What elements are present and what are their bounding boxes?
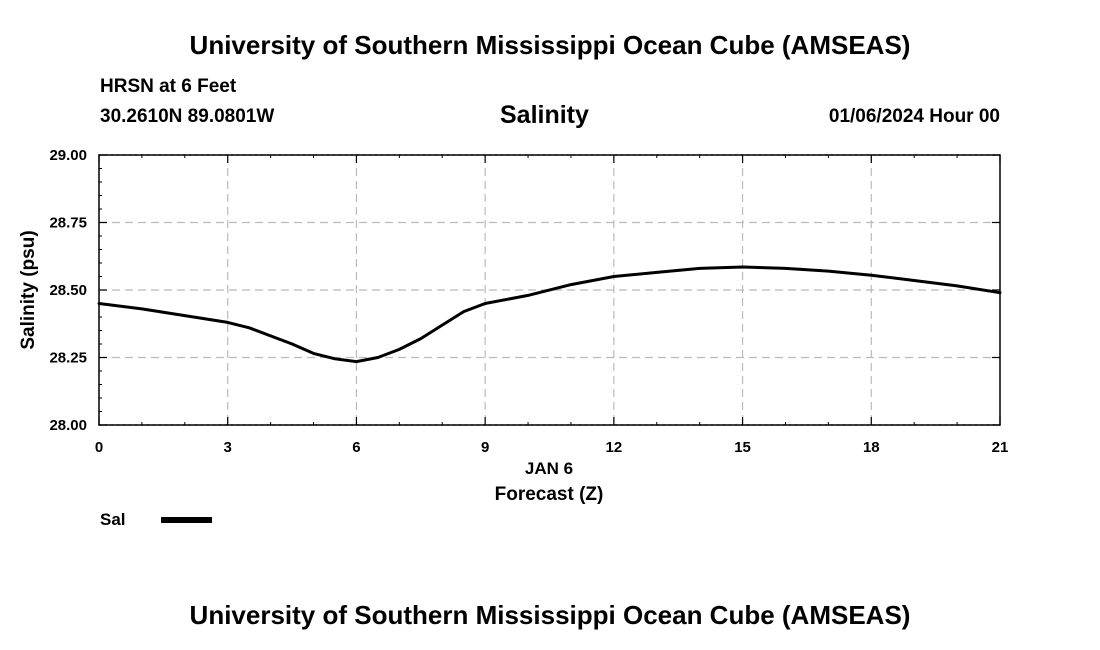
x-tick-label: 0 [95,439,103,456]
station-coordinates: 30.2610N 89.0801W [100,106,275,127]
chart-title-bottom: University of Southern Mississippi Ocean… [189,600,911,630]
series-layer [97,265,1002,364]
chart-title-top: University of Southern Mississippi Ocean… [189,30,911,60]
y-tick-label: 28.25 [49,350,87,367]
plot-frame [98,154,1001,426]
x-tick-label: 9 [481,439,489,456]
tick-labels: 0 3 6 9 12 15 18 21 28.00 28.25 28.50 28.75 29.00 [49,147,1008,456]
parameter-title: Salinity [500,101,589,129]
y-tick-label: 28.00 [49,417,87,434]
y-axis-title: Salinity (psu) [18,230,39,349]
x-axis-day-label: JAN 6 [525,459,573,478]
legend-label-sal: Sal [100,510,126,529]
forecast-timestamp: 01/06/2024 Hour 00 [828,106,1000,127]
y-tick-label: 29.00 [49,147,87,164]
x-tick-label: 6 [352,439,360,456]
x-tick-label: 3 [224,439,232,456]
series-line-sal [97,265,1002,364]
x-axis-title: Forecast (Z) [495,484,604,505]
y-tick-label: 28.75 [49,215,87,232]
x-tick-label: 21 [992,439,1009,456]
x-tick-label: 15 [734,439,751,456]
x-tick-label: 18 [863,439,880,456]
station-label: HRSN at 6 Feet [100,76,237,97]
y-tick-label: 28.50 [49,282,87,299]
x-tick-label: 12 [606,439,623,456]
